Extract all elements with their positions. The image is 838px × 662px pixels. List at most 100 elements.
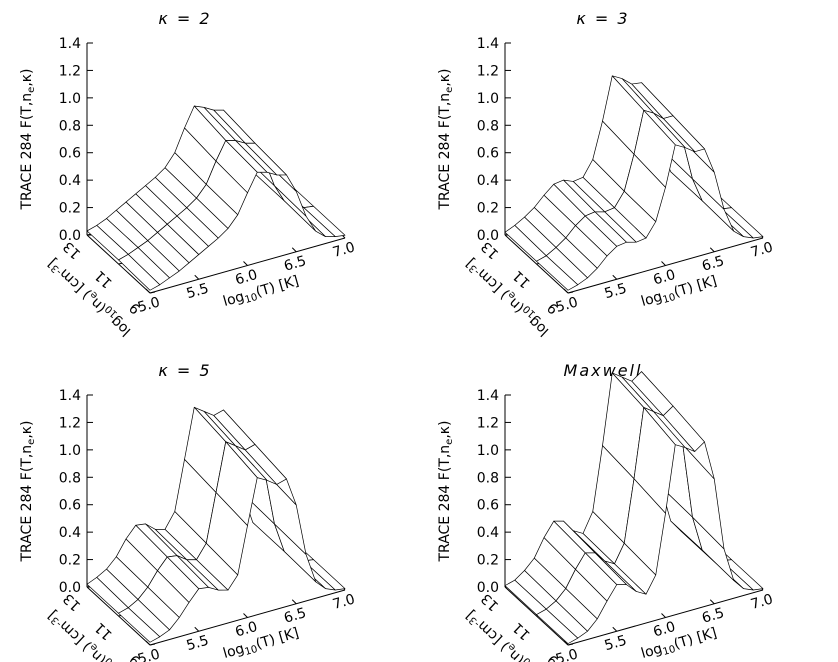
x-axis-label-part: log [639, 289, 664, 310]
y-tick [149, 643, 156, 646]
z-tick-label: 1.2 [477, 63, 499, 79]
surface-cell [536, 255, 579, 291]
x-tick [612, 274, 618, 280]
z-axis-label-part: ,κ) [437, 68, 453, 86]
y-axis-label: log10(ne) [cm-3] [463, 253, 553, 339]
z-tick-label: 0.0 [59, 580, 81, 596]
z-tick-label: 0.2 [477, 201, 499, 217]
z-tick-label: 0.2 [59, 553, 81, 569]
x-axis-label-part: log [639, 641, 664, 662]
x-axis-label-part: (T) [K] [254, 273, 301, 301]
x-tick-label: 6.5 [282, 253, 308, 275]
y-axis-label: log10(ne) [cm-3] [45, 253, 135, 339]
x-tick-label: 5.5 [185, 633, 211, 655]
x-tick-label: 5.0 [554, 646, 580, 662]
x-tick-label: 5.5 [603, 633, 629, 655]
x-tick [194, 626, 200, 632]
z-axis-label-part: ,κ) [19, 420, 35, 438]
x-axis-label: log10(T) [K] [639, 625, 719, 662]
x-tick-label: 5.5 [185, 281, 211, 303]
z-tick-label: 1.2 [59, 415, 81, 431]
z-tick-label: 0.6 [477, 498, 499, 514]
z-tick-label: 1.0 [477, 443, 499, 459]
x-tick [661, 613, 666, 618]
x-axis-label-part: 10 [244, 644, 259, 658]
z-tick-label: 1.2 [59, 63, 81, 79]
z-axis-label-part: e [26, 439, 37, 445]
x-axis-label: log10(T) [K] [221, 625, 301, 662]
x-tick [194, 274, 200, 280]
x-tick-label: 6.0 [651, 267, 677, 289]
y-tick-label: 9 [127, 651, 144, 662]
x-tick-label: 6.5 [700, 605, 726, 627]
z-tick-label: 0.8 [59, 118, 81, 134]
z-tick-label: 0.2 [477, 553, 499, 569]
z-axis-label-part: e [444, 439, 455, 445]
z-tick-label: 0.6 [59, 146, 81, 162]
z-tick-label: 0.4 [477, 173, 499, 189]
x-tick-label: 6.0 [233, 267, 259, 289]
x-tick [291, 599, 297, 605]
x-tick-label: 5.0 [136, 294, 162, 316]
x-tick [291, 247, 297, 253]
z-tick-label: 1.4 [477, 36, 499, 52]
x-tick-label: 7.0 [331, 591, 357, 613]
z-tick-label: 1.2 [477, 415, 499, 431]
z-axis-label-part: e [26, 87, 37, 93]
surface-cell [118, 254, 161, 291]
z-tick-label: 0.2 [59, 201, 81, 217]
chart-title: Maxwell [564, 361, 643, 380]
z-tick-label: 0.8 [477, 118, 499, 134]
z-tick-label: 0.4 [59, 525, 81, 541]
x-axis-label-part: 10 [662, 292, 677, 306]
x-axis-label-part: (T) [K] [254, 625, 301, 653]
z-axis-label: TRACE 284 F(T,ne,κ) [19, 68, 37, 210]
z-tick-label: 1.4 [477, 388, 499, 404]
z-tick-label: 0.8 [59, 470, 81, 486]
z-tick-label: 0.4 [59, 173, 81, 189]
z-axis-label-part: TRACE 284 F(T,n [19, 445, 35, 563]
chart-title: κ = 2 [158, 9, 211, 28]
x-tick [661, 261, 666, 266]
x-tick-label: 6.0 [233, 619, 259, 641]
y-tick [567, 291, 574, 294]
x-axis-label-part: (T) [K] [672, 625, 719, 653]
surface-cell [536, 608, 579, 644]
x-tick-label: 7.0 [749, 591, 775, 613]
y-tick-label: 11 [510, 619, 534, 643]
x-tick [243, 261, 248, 266]
z-axis-label-part: ,κ) [437, 420, 453, 438]
x-tick-label: 5.0 [554, 294, 580, 316]
x-tick [709, 247, 715, 253]
z-tick-label: 1.0 [477, 91, 499, 107]
surface-cell [118, 607, 161, 643]
z-tick-label: 0.0 [477, 580, 499, 596]
x-tick-label: 5.0 [136, 646, 162, 662]
x-tick-label: 5.5 [603, 281, 629, 303]
x-tick-label: 6.0 [651, 619, 677, 641]
x-tick-label: 7.0 [331, 239, 357, 261]
x-axis-label-part: (T) [K] [672, 273, 719, 301]
y-tick-label: 11 [92, 267, 116, 291]
z-tick-label: 0.0 [477, 228, 499, 244]
z-axis-label: TRACE 284 F(T,ne,κ) [437, 420, 455, 562]
z-tick-label: 0.6 [477, 146, 499, 162]
z-axis-label: TRACE 284 F(T,ne,κ) [437, 68, 455, 210]
x-axis-label: log10(T) [K] [639, 273, 719, 312]
y-tick-label: 11 [92, 619, 116, 643]
x-tick [145, 288, 151, 294]
z-axis-label-part: TRACE 284 F(T,n [437, 93, 453, 211]
y-tick [149, 291, 156, 294]
y-tick-label: 9 [545, 651, 562, 662]
z-tick-label: 0.6 [59, 498, 81, 514]
z-tick-label: 1.0 [59, 443, 81, 459]
y-tick-label: 11 [510, 267, 534, 291]
x-tick-label: 7.0 [749, 239, 775, 261]
chart-title: κ = 3 [576, 9, 629, 28]
x-tick [145, 640, 151, 646]
y-tick [567, 643, 574, 646]
z-tick-label: 0.8 [477, 470, 499, 486]
chart-title: κ = 5 [158, 361, 211, 380]
z-tick-label: 1.0 [59, 91, 81, 107]
z-tick-label: 1.4 [59, 36, 81, 52]
